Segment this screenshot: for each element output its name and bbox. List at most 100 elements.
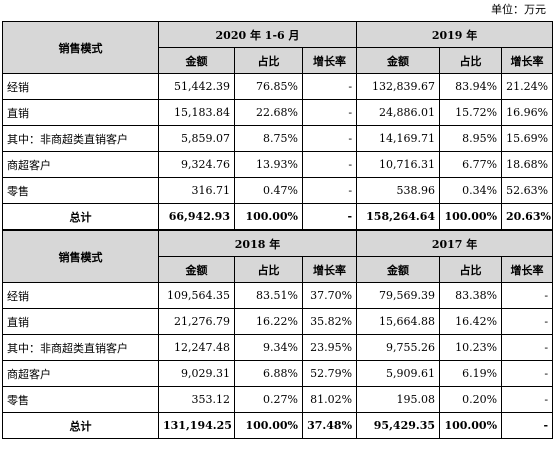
table-cell: 15.69% xyxy=(501,125,554,152)
amount-header: 金额 xyxy=(356,256,441,283)
amount-header: 金额 xyxy=(158,47,235,74)
table-cell: 15,664.88 xyxy=(356,308,441,335)
period-header: 2018 年 xyxy=(157,229,358,257)
row-label: 直销 xyxy=(2,99,159,126)
growth-header: 增长率 xyxy=(501,256,554,283)
table-cell: 83.51% xyxy=(234,282,303,309)
table-cell: 76.85% xyxy=(234,73,303,100)
share-header: 占比 xyxy=(439,47,503,74)
table-row: 其中：非商超类直销客户 5,859.07 8.75% -14,169.71 8.95% 1… xyxy=(2,125,554,152)
total-cell: 158,264.64 xyxy=(356,203,441,231)
table-cell: - xyxy=(301,73,358,100)
total-cell: - xyxy=(501,412,554,439)
table-cell: 22.68% xyxy=(234,99,303,126)
total-label: 总计 xyxy=(2,412,159,439)
table-cell: 21,276.79 xyxy=(158,308,235,335)
table-cell: 6.88% xyxy=(234,360,303,387)
total-label: 总计 xyxy=(2,203,159,231)
table-cell: - xyxy=(301,99,358,126)
total-cell: 37.48% xyxy=(301,412,358,439)
table-cell: 9,029.31 xyxy=(158,360,235,387)
growth-header: 增长率 xyxy=(301,47,358,74)
column-header-row: 金额 占比 增长率 金额 占比 增长率 xyxy=(3,256,554,283)
table-cell: 353.12 xyxy=(158,386,235,413)
period-header-row: 销售模式 2018 年 2017 年 xyxy=(2,229,554,283)
row-label: 经销 xyxy=(2,73,159,100)
total-row: 总计 66,942.93 100.00% -158,264.64 100.00% 20.6… xyxy=(2,203,554,231)
amount-header: 金额 xyxy=(158,256,235,283)
table-cell: 15,183.84 xyxy=(158,99,235,126)
row-label: 经销 xyxy=(2,282,159,309)
table-cell: 51,442.39 xyxy=(158,73,235,100)
amount-header: 金额 xyxy=(356,47,441,74)
table-cell: - xyxy=(501,308,554,335)
row-label: 直销 xyxy=(2,308,159,335)
total-cell: 100.00% xyxy=(439,203,503,231)
table-cell: - xyxy=(301,151,358,178)
table-cell: 13.93% xyxy=(234,151,303,178)
table-cell: 9,755.26 xyxy=(356,334,441,361)
table-cell: 79,569.39 xyxy=(356,282,441,309)
sales-mode-table: 销售模式 2020 年 1-6 月 2019 年金额 占比 增长率 金额 占比 增长率 经销 51… xyxy=(2,21,554,439)
row-label: 商超客户 xyxy=(2,151,159,178)
table-cell: 10.23% xyxy=(439,334,503,361)
total-cell: - xyxy=(301,203,358,231)
table-cell: 9.34% xyxy=(234,334,303,361)
table-row: 零售 353.12 0.27% 81.02% 195.08 0.20% - xyxy=(2,386,554,413)
period-header: 2020 年 1-6 月 xyxy=(157,21,358,48)
total-cell: 100.00% xyxy=(234,412,303,439)
table-row: 经销 109,564.35 83.51% 37.70% 79,569.39 83.38% - xyxy=(2,282,554,309)
table-cell: - xyxy=(501,282,554,309)
total-cell: 100.00% xyxy=(439,412,503,439)
share-header: 占比 xyxy=(234,256,303,283)
table-cell: 0.27% xyxy=(234,386,303,413)
table-row: 经销 51,442.39 76.85% -132,839.67 83.94% 21.24% xyxy=(2,73,554,100)
period-header: 2019 年 xyxy=(356,21,554,48)
table-cell: 12,247.48 xyxy=(158,334,235,361)
period-header-row: 销售模式 2020 年 1-6 月 2019 年 xyxy=(2,21,554,74)
table-cell: - xyxy=(501,360,554,387)
row-label: 其中：非商超类直销客户 xyxy=(2,125,159,152)
table-cell: 0.20% xyxy=(439,386,503,413)
table-row: 商超客户 9,324.76 13.93% -10,716.31 6.77% 18.68% xyxy=(2,151,554,178)
table-cell: 52.79% xyxy=(301,360,358,387)
table-cell: 8.75% xyxy=(234,125,303,152)
table-row: 直销 21,276.79 16.22% 35.82% 15,664.88 16.42% - xyxy=(2,308,554,335)
table-cell: 21.24% xyxy=(501,73,554,100)
table-cell: 14,169.71 xyxy=(356,125,441,152)
row-label: 其中：非商超类直销客户 xyxy=(2,334,159,361)
table-cell: 538.96 xyxy=(356,177,441,204)
table-cell: 5,909.61 xyxy=(356,360,441,387)
table-cell: 6.77% xyxy=(439,151,503,178)
unit-label: 单位：万元 xyxy=(491,3,546,16)
table-cell: 16.22% xyxy=(234,308,303,335)
total-row: 总计 131,194.25 100.00% 37.48% 95,429.35 100.00… xyxy=(2,412,554,439)
total-cell: 20.63% xyxy=(501,203,554,231)
sales-mode-header: 销售模式 xyxy=(2,21,159,74)
table-row: 其中：非商超类直销客户 12,247.48 9.34% 23.95% 9,755.26 1… xyxy=(2,334,554,361)
table-cell: 0.47% xyxy=(234,177,303,204)
table-cell: 10,716.31 xyxy=(356,151,441,178)
table-cell: 6.19% xyxy=(439,360,503,387)
total-cell: 100.00% xyxy=(234,203,303,231)
column-header-row: 金额 占比 增长率 金额 占比 增长率 xyxy=(3,47,554,74)
table-cell: 132,839.67 xyxy=(356,73,441,100)
table-cell: 16.96% xyxy=(501,99,554,126)
table-cell: - xyxy=(501,386,554,413)
share-header: 占比 xyxy=(234,47,303,74)
sales-mode-header: 销售模式 xyxy=(2,229,159,283)
share-header: 占比 xyxy=(439,256,503,283)
table-cell: - xyxy=(501,334,554,361)
table-cell: 15.72% xyxy=(439,99,503,126)
table-cell: 35.82% xyxy=(301,308,358,335)
table-cell: 9,324.76 xyxy=(158,151,235,178)
table-cell: 0.34% xyxy=(439,177,503,204)
table-cell: 83.94% xyxy=(439,73,503,100)
growth-header: 增长率 xyxy=(301,256,358,283)
table-cell: 5,859.07 xyxy=(158,125,235,152)
total-cell: 131,194.25 xyxy=(158,412,235,439)
table-cell: 8.95% xyxy=(439,125,503,152)
table-cell: 109,564.35 xyxy=(158,282,235,309)
table-cell: 16.42% xyxy=(439,308,503,335)
table-cell: 24,886.01 xyxy=(356,99,441,126)
